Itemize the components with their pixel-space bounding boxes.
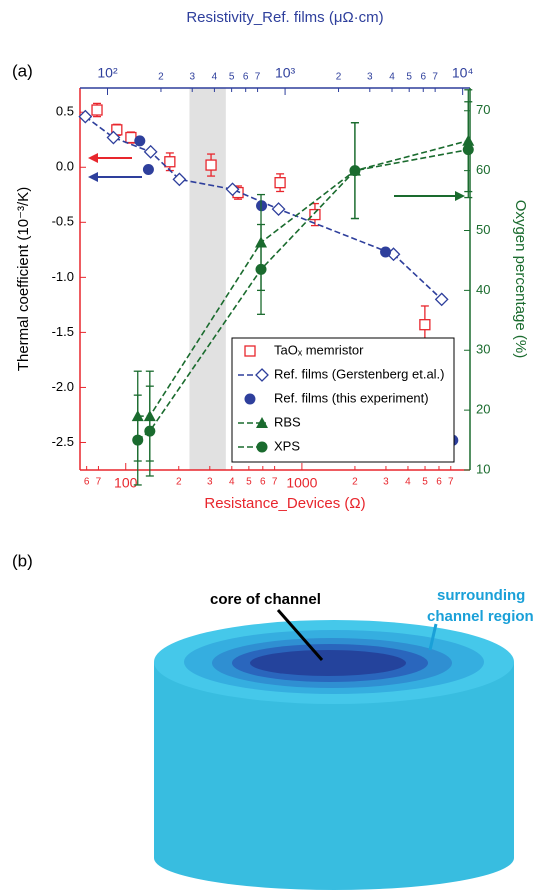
marker-circle [256,441,268,453]
marker-diamond [143,144,158,159]
marker-diamond [172,172,187,187]
x2-axis-title: Resistivity_Ref. films (μΩ·cm) [186,9,383,26]
marker-diamond [255,368,269,382]
marker-square [274,177,286,189]
x2-tick-label: 5 [229,72,235,83]
marker-diamond [78,109,93,124]
x-tick-label: 7 [272,477,278,488]
legend: TaOₓ memristor Ref. films (Gerstenberg et… [231,337,455,463]
x2-tick-label: 2 [336,72,342,83]
marker-triangle [256,417,268,428]
marker-circle [255,263,267,275]
x-tick-label: 2 [176,477,182,488]
y-tick-label: -1.0 [52,269,74,284]
x-tick-label: 7 [448,477,454,488]
y-tick-label: -2.5 [52,434,74,449]
marker-circle [142,163,154,175]
marker-circle [134,135,146,147]
x2-tick-label: 6 [243,72,249,83]
marker-circle [132,434,144,446]
x2-tick-label: 10⁴ [452,65,474,81]
arrow-head [88,172,98,182]
x-tick-label: 6 [260,477,266,488]
axis-arrows [88,153,465,201]
x2-tick-label: 2 [158,72,164,83]
marker-circle [349,165,361,177]
x-tick-label: 4 [229,477,235,488]
x2-tick-label: 10² [97,65,118,81]
y-tick-label: -2.0 [52,379,74,394]
y2-tick-label: 50 [476,222,490,237]
x2-tick-label: 10³ [275,65,296,81]
y-axis-title: Thermal coefficient (10⁻³/K) [15,187,32,371]
marker-square [244,345,256,357]
marker-circle [380,246,392,258]
legend-label: RBS [274,414,301,429]
legend-box [231,337,455,463]
arrow-head [88,153,98,163]
x2-tick-label: 4 [389,72,395,83]
marker-square [205,159,217,171]
arrow-head [455,191,465,201]
x-tick-label: 2 [352,477,358,488]
panel-label: (a) [12,61,33,80]
surrounding-label: channel region [427,608,534,625]
y2-tick-label: 40 [476,282,490,297]
x-tick-label: 7 [96,477,102,488]
marker-circle [144,425,156,437]
marker-circle [244,393,256,405]
y-tick-label: -0.5 [52,214,74,229]
marker-diamond [225,182,240,197]
core-label: core of channel [210,591,321,608]
legend-label: TaOₓ memristor [274,342,364,357]
x-tick-label: 4 [405,477,411,488]
marker-square [164,156,176,168]
x-tick-label: 5 [246,477,252,488]
x2-tick-label: 6 [420,72,426,83]
y2-tick-label: 60 [476,162,490,177]
marker-square [419,319,431,331]
y2-tick-label: 20 [476,402,490,417]
highlight-band [189,88,226,470]
marker-diamond [271,202,286,217]
series-line [84,115,443,300]
y2-tick-label: 10 [476,461,490,476]
x2-tick-label: 4 [212,72,218,83]
legend-label: Ref. films (this experiment) [274,390,429,405]
y2-axis-title: Oxygen percentage (%) [512,200,529,358]
marker-circle [462,144,474,156]
x2-tick-label: 3 [189,72,195,83]
cylinder-body [154,662,514,890]
cylinder [154,620,514,890]
marker-diamond [434,292,449,307]
x-axis-title: Resistance_Devices (Ω) [204,495,365,512]
x-tick-label: 6 [436,477,442,488]
marker-square [91,104,103,116]
x-tick-label: 100 [114,475,138,491]
y2-tick-label: 30 [476,342,490,357]
y-tick-label: 0.0 [56,159,74,174]
legend-label: XPS [274,438,300,453]
legend-label: Ref. films (Gerstenberg et.al.) [274,366,445,381]
pointer-surrounding [428,623,438,651]
surrounding-label: surrounding [437,587,525,604]
x-tick-label: 1000 [286,475,317,491]
marker-diamond [106,130,121,145]
y-tick-label: 0.5 [56,104,74,119]
x-tick-label: 5 [422,477,428,488]
x-tick-label: 3 [207,477,213,488]
pointer-core [276,609,324,661]
y2-tick-label: 70 [476,102,490,117]
marker-square [309,208,321,221]
x2-tick-label: 7 [255,72,261,83]
x-tick-label: 6 [84,477,90,488]
x-tick-label: 3 [383,477,389,488]
core [250,650,406,676]
x2-tick-label: 3 [367,72,373,83]
panel-label: (b) [12,551,33,570]
x2-tick-label: 7 [432,72,438,83]
x2-tick-label: 5 [406,72,412,83]
y-tick-label: -1.5 [52,324,74,339]
